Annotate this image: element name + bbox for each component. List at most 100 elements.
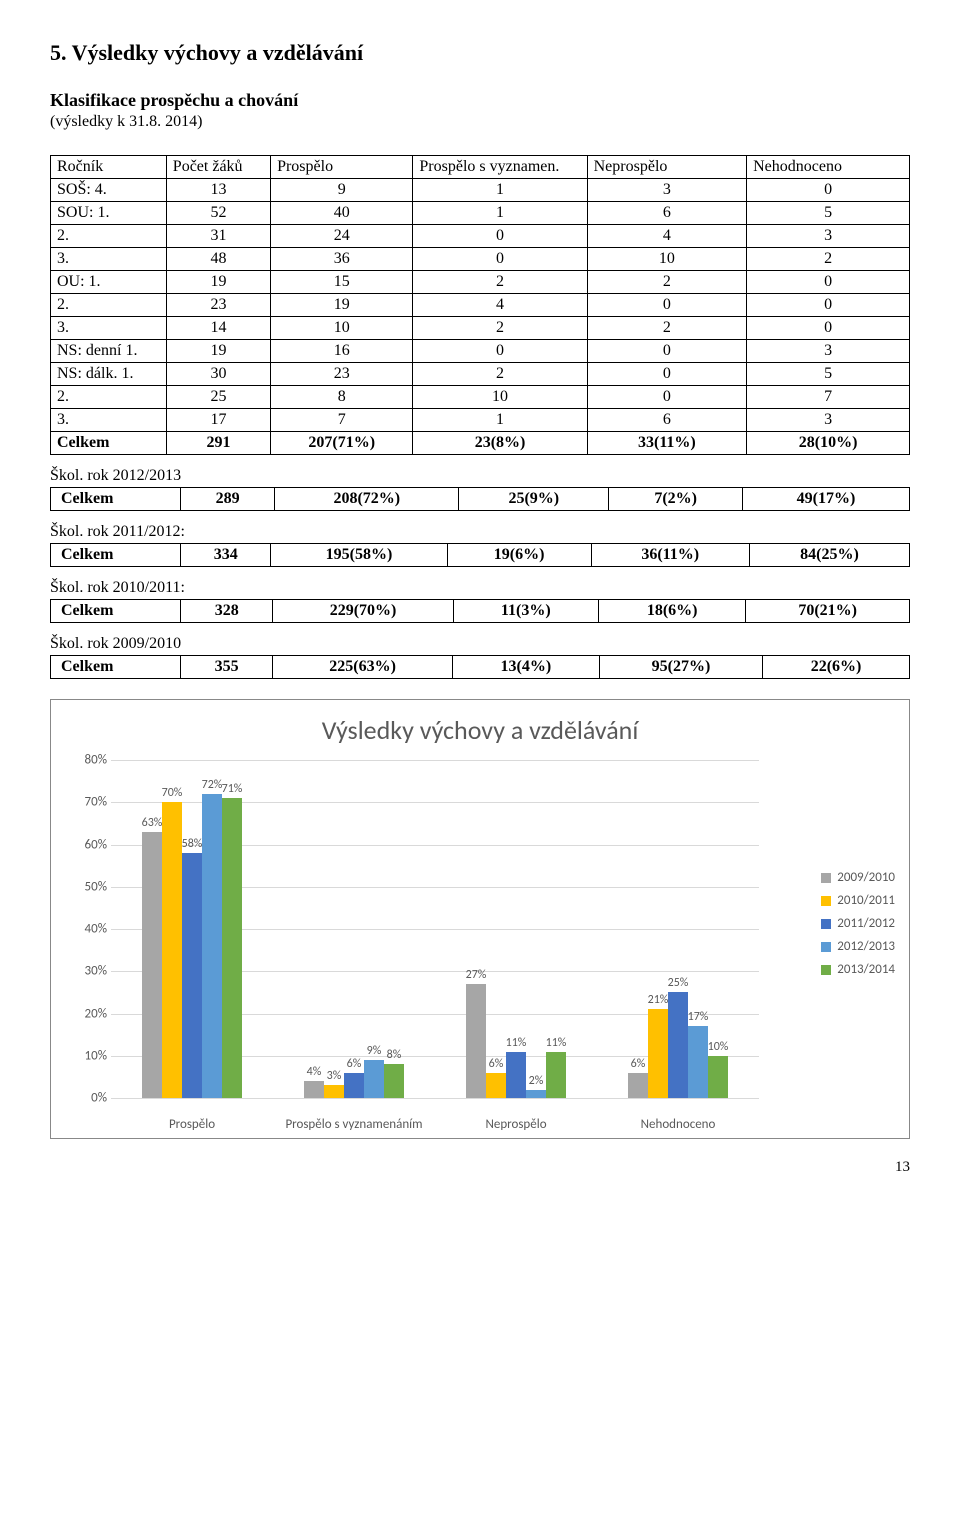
bar: 25% (668, 992, 688, 1098)
year-total-cell: 19(6%) (447, 544, 591, 567)
cell: 2 (413, 317, 587, 340)
cell: 6 (587, 202, 747, 225)
cell: 14 (166, 317, 270, 340)
year-total-label: Celkem (51, 488, 181, 511)
cell: 2 (413, 363, 587, 386)
legend-swatch (821, 919, 831, 929)
chart-legend: 2009/20102010/20112011/20122012/20132013… (821, 870, 895, 985)
year-total-cell: 25(9%) (459, 488, 609, 511)
table-row: 3.48360102 (51, 248, 910, 271)
y-tick-label: 10% (67, 1048, 107, 1063)
bar-value-label: 70% (157, 786, 187, 800)
cell: 25 (166, 386, 270, 409)
cell: 40 (271, 202, 413, 225)
col-neprospelo: Neprospělo (587, 156, 747, 179)
cell: 4 (587, 225, 747, 248)
bar: 63% (142, 832, 162, 1098)
row-label: NS: dálk. 1. (51, 363, 167, 386)
year-total-cell: 36(11%) (591, 544, 749, 567)
row-label: OU: 1. (51, 271, 167, 294)
year-total-cell: 13(4%) (452, 656, 599, 679)
bar-group: 63%70%58%72%71%Prospělo (111, 760, 273, 1098)
year-total-cell: 334 (181, 544, 271, 567)
cell: 0 (587, 363, 747, 386)
col-pocet: Počet žáků (166, 156, 270, 179)
gridline (111, 1098, 759, 1099)
table-row: SOŠ: 4.139130 (51, 179, 910, 202)
cell: 1 (413, 202, 587, 225)
bar-value-label: 10% (703, 1040, 733, 1054)
table-total-row: Celkem291207(71%)23(8%)33(11%)28(10%) (51, 432, 910, 455)
y-tick-label: 0% (67, 1091, 107, 1106)
year-total-cell: 49(17%) (742, 488, 909, 511)
bar-value-label: 25% (663, 976, 693, 990)
cell: 0 (747, 179, 910, 202)
cell: 23 (271, 363, 413, 386)
row-label: 3. (51, 248, 167, 271)
year-total-cell: 7(2%) (609, 488, 742, 511)
page-number: 13 (50, 1159, 910, 1176)
legend-swatch (821, 896, 831, 906)
x-category-label: Prospělo s vyznamenáním (273, 1117, 435, 1132)
cell: 2 (587, 317, 747, 340)
year-total-table: Celkem289208(72%)25(9%)7(2%)49(17%) (50, 487, 910, 511)
row-label: NS: denní 1. (51, 340, 167, 363)
total-cell: 33(11%) (587, 432, 747, 455)
cell: 8 (271, 386, 413, 409)
cell: 13 (166, 179, 270, 202)
bar: 71% (222, 798, 242, 1098)
cell: 30 (166, 363, 270, 386)
year-total-label: Celkem (51, 600, 181, 623)
bar: 9% (364, 1060, 384, 1098)
legend-label: 2011/2012 (837, 916, 895, 931)
year-total-cell: 355 (181, 656, 273, 679)
y-tick-label: 40% (67, 922, 107, 937)
bar-value-label: 27% (461, 968, 491, 982)
y-tick-label: 30% (67, 964, 107, 979)
legend-item: 2011/2012 (821, 916, 895, 931)
bar-value-label: 8% (379, 1048, 409, 1062)
bar: 17% (688, 1026, 708, 1098)
year-line: Škol. rok 2010/2011: (50, 579, 910, 597)
y-tick-label: 20% (67, 1006, 107, 1021)
cell: 10 (271, 317, 413, 340)
year-line: Škol. rok 2011/2012: (50, 523, 910, 541)
legend-label: 2010/2011 (837, 893, 895, 908)
col-prospelo: Prospělo (271, 156, 413, 179)
cell: 7 (271, 409, 413, 432)
table-row: 2.2581007 (51, 386, 910, 409)
x-category-label: Prospělo (111, 1117, 273, 1132)
chart-title: Výsledky výchovy a vzdělávání (65, 714, 895, 746)
table-row: 3.1410220 (51, 317, 910, 340)
x-category-label: Nehodnoceno (597, 1117, 759, 1132)
legend-item: 2013/2014 (821, 962, 895, 977)
table-row: SOU: 1.5240165 (51, 202, 910, 225)
cell: 0 (747, 317, 910, 340)
cell: 5 (747, 202, 910, 225)
year-line: Škol. rok 2012/2013 (50, 467, 910, 485)
year-total-cell: 208(72%) (275, 488, 459, 511)
total-label: Celkem (51, 432, 167, 455)
bar-value-label: 11% (541, 1036, 571, 1050)
cell: 0 (413, 225, 587, 248)
year-total-table: Celkem334195(58%)19(6%)36(11%)84(25%) (50, 543, 910, 567)
subnote: (výsledky k 31.8. 2014) (50, 113, 910, 131)
cell: 31 (166, 225, 270, 248)
legend-label: 2013/2014 (837, 962, 895, 977)
y-tick-label: 70% (67, 795, 107, 810)
legend-label: 2009/2010 (837, 870, 895, 885)
year-total-cell: 95(27%) (599, 656, 762, 679)
row-label: 2. (51, 294, 167, 317)
cell: 5 (747, 363, 910, 386)
x-category-label: Neprospělo (435, 1117, 597, 1132)
bar: 58% (182, 853, 202, 1098)
cell: 24 (271, 225, 413, 248)
cell: 0 (747, 271, 910, 294)
cell: 19 (271, 294, 413, 317)
year-total-cell: 328 (181, 600, 273, 623)
year-total-cell: 22(6%) (763, 656, 910, 679)
bar: 72% (202, 794, 222, 1098)
col-vyznam: Prospělo s vyznamen. (413, 156, 587, 179)
cell: 16 (271, 340, 413, 363)
cell: 36 (271, 248, 413, 271)
